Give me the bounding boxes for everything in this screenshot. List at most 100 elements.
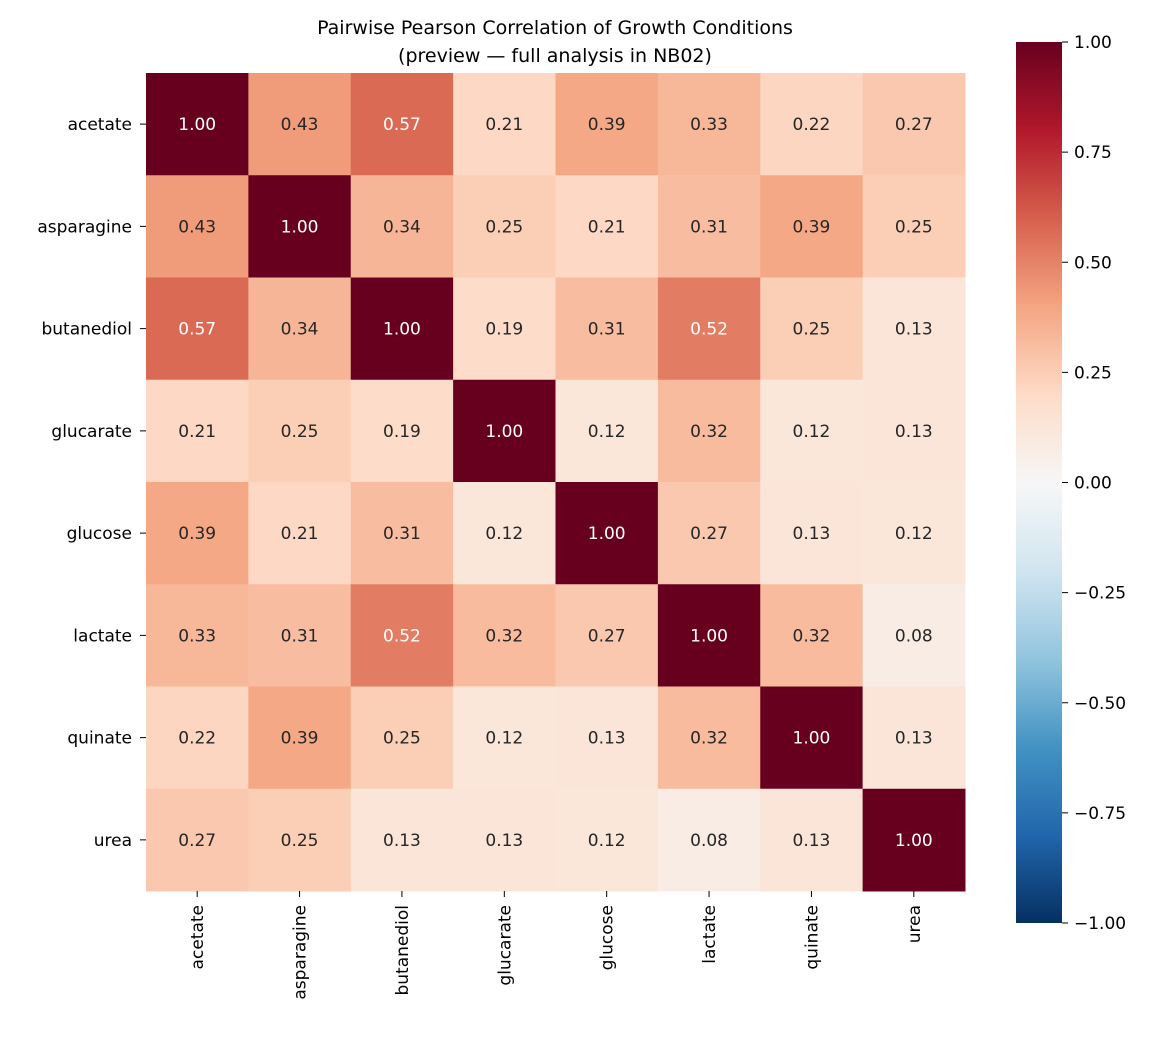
heatmap-cell [350, 686, 454, 790]
cell-value-label: 0.32 [690, 729, 728, 749]
x-tick-label: quinate [802, 905, 822, 970]
heatmap-cell [657, 584, 761, 687]
cell-value-label: 0.25 [281, 831, 319, 851]
heatmap-cell [657, 277, 761, 381]
cell-value-label: 0.12 [793, 422, 831, 442]
heatmap-cell [248, 482, 352, 585]
y-tick-label: glucose [67, 524, 132, 544]
cell-value-label: 0.39 [588, 115, 626, 135]
heatmap-cell [248, 686, 352, 790]
cell-value-label: 1.00 [895, 831, 933, 851]
heatmap-cell [350, 482, 454, 585]
cell-value-label: 0.27 [588, 626, 626, 646]
heatmap-cell [453, 788, 556, 892]
colorbar-tick-label: −0.75 [1074, 804, 1126, 824]
x-tick-label: urea [905, 905, 925, 943]
heatmap-cell [146, 788, 249, 892]
cell-value-label: 0.08 [895, 626, 933, 646]
colorbar-tick-label: −1.00 [1074, 914, 1126, 934]
heatmap-cell [453, 73, 556, 176]
y-tick-label: lactate [73, 626, 132, 646]
cell-value-label: 0.57 [383, 115, 421, 135]
cell-value-label: 0.32 [793, 626, 831, 646]
x-tick-label: acetate [188, 905, 208, 969]
y-tick-label: glucarate [51, 422, 132, 442]
heatmap-cell [350, 73, 454, 176]
heatmap-cell [350, 379, 454, 483]
cell-value-label: 0.25 [281, 422, 319, 442]
cell-value-label: 0.13 [383, 831, 421, 851]
heatmap-cell [350, 584, 454, 687]
cell-value-label: 0.39 [281, 729, 319, 749]
cell-value-label: 0.52 [383, 626, 421, 646]
cell-value-label: 0.57 [178, 320, 216, 340]
cell-value-label: 0.21 [485, 115, 523, 135]
x-tick-label: glucose [598, 905, 618, 970]
heatmap-cell [453, 175, 556, 278]
heatmap-cell [862, 686, 966, 790]
cell-value-label: 0.13 [485, 831, 523, 851]
colorbar-tick-label: 0.75 [1074, 143, 1112, 163]
heatmap-cell [760, 584, 864, 687]
cell-value-label: 0.43 [281, 115, 319, 135]
cell-value-label: 0.34 [281, 320, 319, 340]
heatmap-cell [453, 686, 556, 790]
heatmap-cell [862, 788, 966, 892]
heatmap-cell [760, 686, 864, 790]
cell-value-label: 0.12 [895, 524, 933, 544]
cell-value-label: 0.13 [895, 422, 933, 442]
cell-value-label: 0.52 [690, 320, 728, 340]
cell-value-label: 0.39 [793, 217, 831, 237]
cell-value-label: 1.00 [588, 524, 626, 544]
cell-value-label: 0.21 [178, 422, 216, 442]
heatmap-cell [862, 482, 966, 585]
heatmap-cell [146, 277, 249, 381]
cell-value-label: 0.12 [485, 524, 523, 544]
cell-value-label: 0.25 [793, 320, 831, 340]
heatmap-cell [350, 277, 454, 381]
y-tick-label: quinate [67, 729, 132, 749]
heatmap-cell [248, 277, 352, 381]
cell-value-label: 1.00 [178, 115, 216, 135]
heatmap-cell [555, 584, 659, 687]
y-tick-label: urea [94, 831, 132, 851]
heatmap-cell [657, 482, 761, 585]
cell-value-label: 0.32 [485, 626, 523, 646]
cell-value-label: 0.31 [588, 320, 626, 340]
heatmap-cell [146, 482, 249, 585]
cell-value-label: 0.22 [178, 729, 216, 749]
colorbar-tick-label: 0.00 [1074, 474, 1112, 494]
cell-value-label: 0.12 [588, 831, 626, 851]
heatmap-cell [862, 73, 966, 176]
cell-value-label: 0.31 [281, 626, 319, 646]
heatmap-cell [657, 73, 761, 176]
y-tick-label: butanediol [41, 320, 132, 340]
heatmap-cell [146, 379, 249, 483]
heatmap-cell [146, 73, 249, 176]
heatmap-cell [555, 482, 659, 585]
cell-value-label: 0.25 [383, 729, 421, 749]
heatmap-cell [760, 277, 864, 381]
heatmap-cell [760, 482, 864, 585]
cell-value-label: 0.33 [178, 626, 216, 646]
x-tick-label: asparagine [291, 905, 311, 1000]
cell-value-label: 0.22 [793, 115, 831, 135]
heatmap-cell [760, 175, 864, 278]
cell-value-label: 0.13 [895, 729, 933, 749]
cell-value-label: 0.31 [383, 524, 421, 544]
heatmap-cell [350, 175, 454, 278]
heatmap-cell [350, 788, 454, 892]
cell-value-label: 0.12 [485, 729, 523, 749]
cell-value-label: 0.33 [690, 115, 728, 135]
colorbar-tick-label: 1.00 [1074, 33, 1112, 53]
heatmap-cell [248, 175, 352, 278]
heatmap-cell [146, 686, 249, 790]
cell-value-label: 0.13 [895, 320, 933, 340]
heatmap-cell [453, 584, 556, 687]
cell-value-label: 0.13 [793, 524, 831, 544]
colorbar-tick-label: 0.25 [1074, 363, 1112, 383]
cell-value-label: 0.43 [178, 217, 216, 237]
heatmap-cell [453, 379, 556, 483]
heatmap-cell [146, 175, 249, 278]
y-tick-label: acetate [68, 115, 132, 135]
